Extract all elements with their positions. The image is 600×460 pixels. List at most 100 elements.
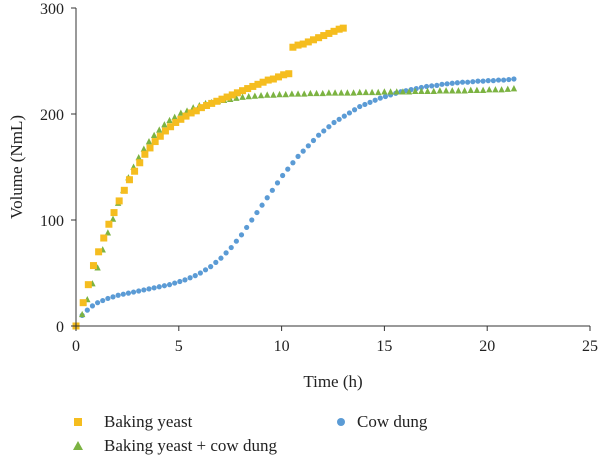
data-point-triangle — [239, 93, 246, 100]
data-point-circle — [310, 137, 317, 144]
data-point-square — [315, 34, 323, 42]
data-point-square — [213, 97, 221, 105]
data-point-square — [146, 144, 154, 152]
data-point-square — [218, 95, 226, 103]
data-point-circle — [326, 124, 332, 130]
data-point-circle — [372, 97, 378, 103]
data-point-triangle — [375, 88, 382, 96]
legend-label-cow-dung: Cow dung — [357, 412, 428, 431]
data-point-square — [249, 82, 257, 90]
data-point-circle — [197, 270, 203, 276]
data-point-square — [280, 71, 288, 79]
data-point-circle — [449, 80, 455, 86]
data-point-circle — [84, 307, 90, 313]
data-point-circle — [130, 289, 137, 295]
data-point-circle — [177, 278, 183, 285]
data-point-square — [304, 38, 312, 46]
legend: Baking yeast Cow dung Baking yeast + cow… — [73, 412, 428, 455]
data-point-square — [294, 41, 302, 49]
data-point-triangle — [301, 90, 308, 97]
data-point-circle — [300, 148, 306, 154]
data-point-circle — [136, 288, 142, 294]
data-point-triangle — [257, 91, 265, 99]
data-point-triangle — [331, 89, 339, 96]
data-point-circle — [233, 238, 239, 244]
data-point-triangle — [288, 90, 296, 97]
data-point-triangle — [104, 229, 112, 236]
data-point-triangle — [479, 86, 487, 93]
data-point-square — [141, 150, 149, 158]
data-point-circle — [362, 101, 368, 108]
data-point-circle — [367, 99, 373, 105]
data-point-circle — [269, 187, 275, 193]
data-point-circle — [249, 217, 255, 223]
data-point-circle — [274, 180, 281, 186]
data-point-circle — [351, 107, 358, 113]
data-point-square — [254, 80, 262, 88]
data-point-triangle — [135, 153, 142, 161]
data-point-circle — [187, 275, 193, 281]
data-point-square — [244, 85, 252, 93]
data-point-circle — [208, 264, 214, 270]
data-point-triangle — [387, 88, 394, 95]
data-point-circle — [485, 78, 491, 84]
data-point-triangle — [270, 91, 277, 98]
data-point-triangle — [140, 145, 148, 152]
data-point-circle — [94, 300, 101, 306]
data-point-triangle — [492, 86, 499, 93]
data-point-triangle — [350, 89, 357, 96]
data-point-square — [151, 138, 159, 146]
data-point-triangle — [442, 87, 450, 94]
data-point-circle — [141, 287, 147, 293]
data-point-triangle — [307, 89, 314, 97]
data-point-circle — [285, 166, 291, 172]
data-point-circle — [115, 292, 121, 298]
data-point-circle — [264, 195, 270, 201]
data-point-triangle — [177, 109, 185, 116]
data-point-triangle — [467, 86, 474, 93]
data-point-circle — [423, 83, 430, 90]
data-point-circle — [465, 79, 471, 85]
data-point-square — [110, 209, 118, 217]
data-point-circle — [439, 81, 445, 87]
data-point-circle — [120, 291, 126, 297]
x-tick-label: 15 — [376, 338, 392, 355]
data-point-triangle — [338, 89, 345, 96]
data-point-circle — [218, 255, 224, 261]
data-point-square — [105, 220, 113, 228]
data-point-triangle — [282, 90, 289, 98]
data-point-triangle — [368, 88, 376, 96]
data-point-circle — [459, 79, 466, 85]
data-point-circle — [331, 119, 337, 126]
data-point-square — [197, 104, 205, 112]
data-point-triangle — [486, 86, 493, 93]
data-point-square — [95, 248, 103, 256]
plot-area — [72, 24, 518, 330]
data-point-circle — [475, 78, 481, 84]
data-point-square — [182, 112, 190, 120]
x-tick-label: 0 — [72, 338, 80, 355]
data-point-circle — [480, 78, 486, 84]
data-point-square — [330, 27, 338, 35]
data-point-square — [275, 73, 283, 81]
data-point-triangle — [264, 91, 271, 98]
data-point-triangle — [161, 121, 168, 128]
series-square — [72, 24, 347, 330]
data-point-triangle — [412, 87, 419, 95]
data-point-triangle — [245, 93, 252, 100]
data-point-triangle — [356, 88, 363, 96]
data-point-circle — [156, 284, 162, 290]
data-point-circle — [336, 116, 342, 122]
data-point-circle — [290, 160, 296, 166]
data-point-triangle — [381, 88, 388, 95]
data-point-square — [289, 43, 297, 51]
data-point-square — [264, 76, 272, 84]
data-point-circle — [172, 280, 178, 286]
data-point-square — [115, 197, 123, 205]
data-point-circle — [161, 283, 168, 289]
y-tick-label: 0 — [56, 319, 64, 336]
data-point-square — [84, 281, 92, 289]
data-point-circle — [321, 128, 327, 134]
data-point-square — [167, 123, 175, 131]
